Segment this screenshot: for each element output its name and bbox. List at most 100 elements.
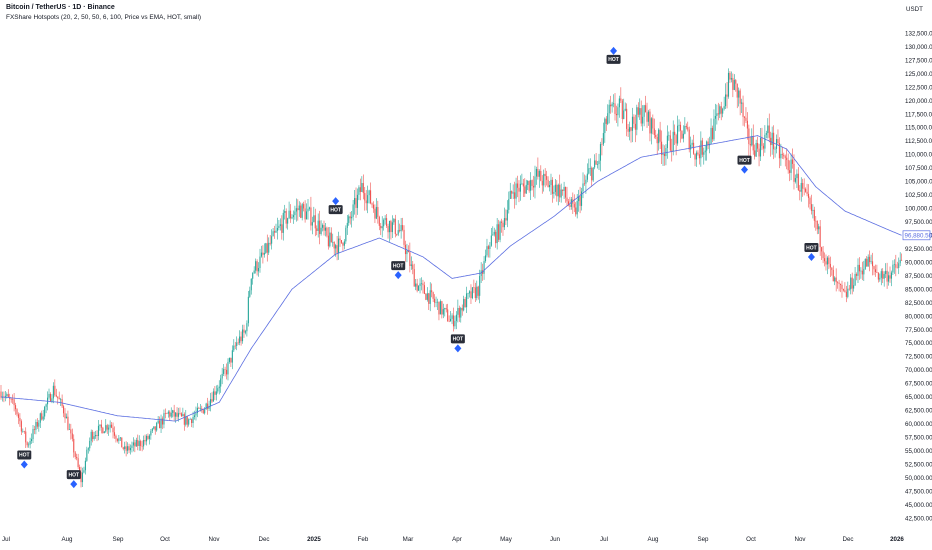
candle-body xyxy=(483,261,485,274)
candle-body xyxy=(454,320,456,327)
candle-body xyxy=(703,152,705,155)
candle-body xyxy=(225,369,228,375)
candle-body xyxy=(294,211,296,216)
candle-body xyxy=(243,329,245,333)
candle-body xyxy=(618,98,620,108)
hot-diamond xyxy=(70,480,78,489)
candle-body xyxy=(757,142,759,149)
candle-body xyxy=(505,218,507,221)
candle-body xyxy=(175,412,177,417)
candle-body xyxy=(402,225,404,230)
candle-body xyxy=(521,183,523,185)
candle-body xyxy=(474,287,476,299)
candle-body xyxy=(145,435,148,442)
candle-body xyxy=(508,198,510,210)
candle-body xyxy=(853,285,855,289)
candle-body xyxy=(386,218,388,227)
candle-body xyxy=(597,164,599,165)
candle-body xyxy=(661,141,663,155)
hot-diamond xyxy=(807,252,815,261)
y-tick-label: 47,500.00 xyxy=(905,488,932,495)
candle-body xyxy=(736,83,738,98)
candle-body xyxy=(684,125,686,134)
candle-body xyxy=(816,221,818,230)
candle-body xyxy=(531,180,533,186)
candle-body xyxy=(179,413,181,414)
hot-label: HOT xyxy=(608,57,619,63)
candle-body xyxy=(189,419,191,420)
candle-body xyxy=(876,272,878,273)
candle-body xyxy=(339,238,341,241)
candle-body xyxy=(838,282,840,284)
candle-body xyxy=(450,318,452,322)
candle-body xyxy=(241,329,244,342)
candle-body xyxy=(16,409,18,415)
currency-label: USDT xyxy=(906,6,923,13)
x-tick-label: Feb xyxy=(358,536,369,543)
candle-body xyxy=(858,264,860,272)
candle-body xyxy=(484,255,487,262)
candle-body xyxy=(752,135,754,151)
candle-body xyxy=(354,198,356,205)
candle-body xyxy=(103,431,105,434)
y-tick-label: 72,500.00 xyxy=(905,354,932,361)
candle-body xyxy=(518,187,520,192)
y-tick-label: 57,500.00 xyxy=(905,435,932,442)
candle-body xyxy=(777,139,779,143)
candle-body xyxy=(864,258,866,269)
candle-body xyxy=(64,413,66,419)
candle-body xyxy=(310,207,312,226)
candle-body xyxy=(323,225,325,231)
candle-body xyxy=(52,385,54,399)
y-tick-label: 45,000.00 xyxy=(905,502,932,509)
candle-body xyxy=(471,287,473,299)
candle-body xyxy=(86,449,88,461)
candle-body xyxy=(790,159,792,173)
candle-body xyxy=(503,218,505,228)
candle-body xyxy=(429,290,431,304)
candle-body xyxy=(349,216,351,219)
candle-body xyxy=(538,170,540,177)
candle-body xyxy=(100,424,102,428)
y-tick-label: 52,500.00 xyxy=(905,461,932,468)
candle-body xyxy=(832,269,834,282)
candle-body xyxy=(889,275,891,279)
candle-body xyxy=(387,226,389,233)
candle-body xyxy=(810,204,812,211)
candle-body xyxy=(546,176,548,180)
candle-body xyxy=(650,118,652,134)
candle-body xyxy=(765,133,767,135)
candle-body xyxy=(710,127,712,144)
candle-body xyxy=(514,192,516,199)
candle-body xyxy=(791,159,794,164)
candle-body xyxy=(400,225,402,232)
candle-body xyxy=(713,118,715,140)
candle-body xyxy=(109,424,111,428)
candle-body xyxy=(332,241,334,243)
candle-body xyxy=(579,196,581,206)
candle-body xyxy=(640,108,642,124)
candle-body xyxy=(610,104,612,107)
candle-body xyxy=(292,215,295,218)
candle-body xyxy=(330,232,332,243)
candle-body xyxy=(749,144,751,146)
candle-body xyxy=(60,399,62,400)
candle-body xyxy=(319,220,321,234)
candle-body xyxy=(416,283,418,291)
candle-body xyxy=(282,212,284,233)
candle-body xyxy=(371,203,373,205)
candle-body xyxy=(652,118,654,129)
candle-body xyxy=(426,293,428,300)
x-tick-label: 2026 xyxy=(890,536,904,543)
candle-body xyxy=(148,435,150,439)
candle-body xyxy=(169,411,171,417)
chart-title: Bitcoin / TetherUS · 1D · Binance xyxy=(6,4,115,11)
candle-body xyxy=(653,128,655,135)
candle-body xyxy=(566,197,568,202)
ema-value-tag xyxy=(902,230,931,241)
candle-body xyxy=(397,230,399,235)
candle-body xyxy=(826,257,828,265)
candle-body xyxy=(108,427,110,430)
candle-body xyxy=(499,221,501,240)
